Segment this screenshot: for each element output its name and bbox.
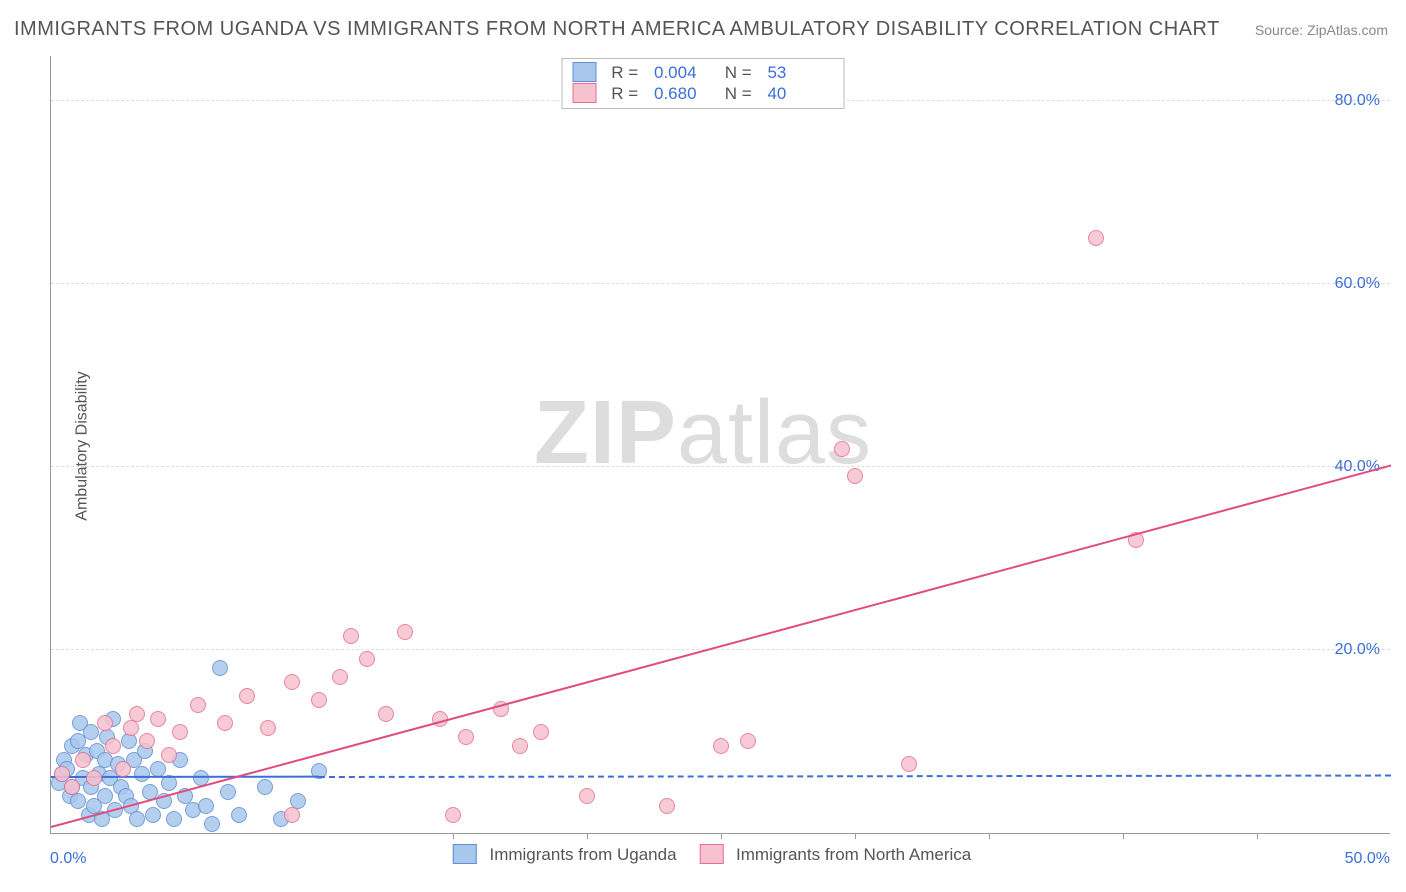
- gridline: [51, 466, 1390, 467]
- gridline: [51, 283, 1390, 284]
- data-point-north_america: [533, 724, 549, 740]
- x-tick-mark: [855, 833, 856, 839]
- data-point-north_america: [740, 733, 756, 749]
- data-point-north_america: [343, 628, 359, 644]
- legend-n-value-na: 40: [767, 84, 833, 104]
- data-point-north_america: [75, 752, 91, 768]
- x-axis-min: 0.0%: [50, 850, 86, 868]
- data-point-north_america: [579, 788, 595, 804]
- y-tick-label: 80.0%: [1335, 92, 1380, 110]
- legend-r-label-na: R =: [611, 84, 649, 104]
- data-point-north_america: [834, 441, 850, 457]
- data-point-north_america: [123, 720, 139, 736]
- data-point-north_america: [97, 715, 113, 731]
- legend-swatch-uganda: [573, 62, 597, 82]
- data-point-uganda: [145, 807, 161, 823]
- data-point-north_america: [378, 706, 394, 722]
- legend-label-uganda: Immigrants from Uganda: [489, 845, 676, 864]
- data-point-uganda: [129, 811, 145, 827]
- legend-row-uganda: R = 0.004 N = 53: [573, 62, 834, 83]
- data-point-north_america: [260, 720, 276, 736]
- data-point-north_america: [332, 669, 348, 685]
- data-point-north_america: [86, 770, 102, 786]
- x-tick-mark: [1123, 833, 1124, 839]
- chart-title: IMMIGRANTS FROM UGANDA VS IMMIGRANTS FRO…: [14, 18, 1220, 41]
- y-tick-label: 60.0%: [1335, 275, 1380, 293]
- data-point-north_america: [129, 706, 145, 722]
- data-point-north_america: [105, 738, 121, 754]
- legend-series: Immigrants from Uganda Immigrants from N…: [435, 844, 972, 865]
- legend-swatch-na-bottom: [699, 844, 723, 864]
- data-point-uganda: [97, 788, 113, 804]
- data-point-north_america: [713, 738, 729, 754]
- legend-r-value-uganda: 0.004: [654, 63, 720, 83]
- data-point-north_america: [150, 711, 166, 727]
- plot-area: 20.0%40.0%60.0%80.0%: [50, 56, 1390, 834]
- legend-swatch-uganda-bottom: [453, 844, 477, 864]
- data-point-uganda: [198, 798, 214, 814]
- legend-row-na: R = 0.680 N = 40: [573, 83, 834, 104]
- x-tick-mark: [587, 833, 588, 839]
- data-point-north_america: [458, 729, 474, 745]
- data-point-uganda: [121, 733, 137, 749]
- data-point-north_america: [115, 761, 131, 777]
- data-point-north_america: [359, 651, 375, 667]
- legend-r-label-uganda: R =: [611, 63, 649, 83]
- legend-label-na: Immigrants from North America: [736, 845, 971, 864]
- chart-source: Source: ZipAtlas.com: [1255, 22, 1388, 38]
- chart-container: IMMIGRANTS FROM UGANDA VS IMMIGRANTS FRO…: [0, 0, 1406, 892]
- x-tick-mark: [453, 833, 454, 839]
- x-tick-mark: [989, 833, 990, 839]
- data-point-uganda: [220, 784, 236, 800]
- legend-r-value-na: 0.680: [654, 84, 720, 104]
- data-point-north_america: [284, 807, 300, 823]
- x-axis-max: 50.0%: [1345, 850, 1390, 868]
- data-point-north_america: [161, 747, 177, 763]
- legend-n-label-uganda: N =: [725, 63, 763, 83]
- data-point-north_america: [445, 807, 461, 823]
- data-point-north_america: [1088, 230, 1104, 246]
- data-point-uganda: [150, 761, 166, 777]
- data-point-north_america: [54, 766, 70, 782]
- data-point-north_america: [239, 688, 255, 704]
- data-point-north_america: [512, 738, 528, 754]
- x-tick-mark: [721, 833, 722, 839]
- data-point-north_america: [284, 674, 300, 690]
- gridline: [51, 649, 1390, 650]
- data-point-uganda: [70, 793, 86, 809]
- data-point-uganda: [231, 807, 247, 823]
- y-tick-label: 20.0%: [1335, 641, 1380, 659]
- data-point-north_america: [139, 733, 155, 749]
- data-point-north_america: [659, 798, 675, 814]
- legend-correlation: R = 0.004 N = 53 R = 0.680 N = 40: [562, 58, 845, 109]
- data-point-uganda: [257, 779, 273, 795]
- data-point-north_america: [190, 697, 206, 713]
- legend-n-value-uganda: 53: [767, 63, 833, 83]
- data-point-uganda: [166, 811, 182, 827]
- x-tick-mark: [1257, 833, 1258, 839]
- data-point-north_america: [901, 756, 917, 772]
- data-point-uganda: [134, 766, 150, 782]
- legend-swatch-na: [573, 83, 597, 103]
- legend-n-label-na: N =: [725, 84, 763, 104]
- data-point-north_america: [64, 779, 80, 795]
- data-point-uganda: [204, 816, 220, 832]
- data-point-north_america: [172, 724, 188, 740]
- data-point-north_america: [217, 715, 233, 731]
- trend-line: [319, 774, 1391, 777]
- data-point-uganda: [212, 660, 228, 676]
- data-point-north_america: [847, 468, 863, 484]
- data-point-north_america: [397, 624, 413, 640]
- data-point-north_america: [311, 692, 327, 708]
